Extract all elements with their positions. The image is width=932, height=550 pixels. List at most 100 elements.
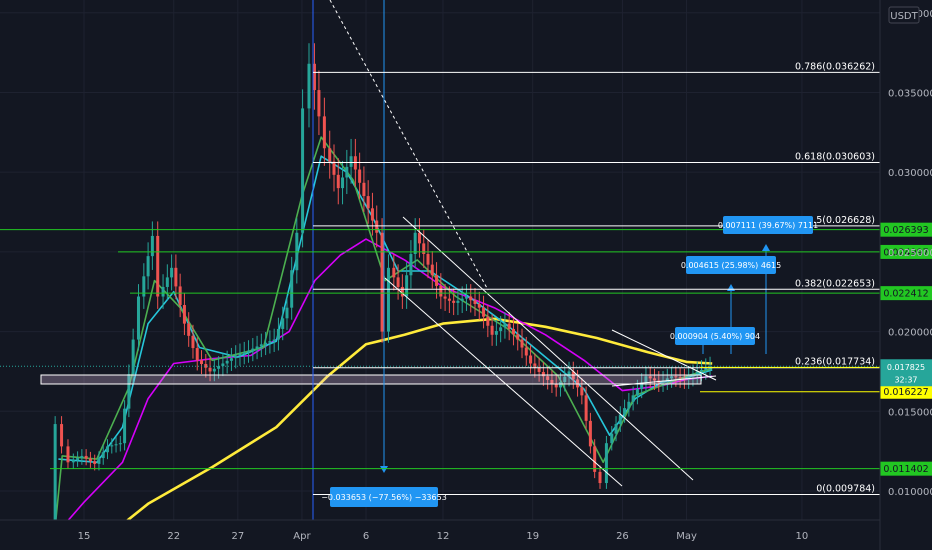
candle-body (516, 334, 520, 340)
candle-body (576, 379, 580, 388)
candle-body (665, 378, 669, 381)
candle-body (60, 424, 64, 447)
measure-arrow-down (380, 466, 388, 473)
candle-body (567, 371, 571, 377)
candle-body (174, 267, 178, 287)
price-level-tag-text: 0.022412 (883, 289, 928, 300)
price-level-tag-text: 0.011402 (883, 464, 928, 475)
candle-body (400, 286, 404, 297)
candle-body (225, 360, 229, 364)
candle-body (499, 327, 503, 332)
candle-body (349, 156, 353, 167)
candle-body (635, 388, 639, 396)
candle-body (533, 363, 537, 368)
candle-body (156, 235, 160, 297)
candle-body (614, 424, 618, 434)
ma-line-2 (58, 155, 713, 464)
candle-body (358, 169, 362, 183)
candle-body (670, 376, 674, 379)
currency-label: USDT (890, 11, 918, 22)
candle-body (229, 358, 233, 361)
fib-level-label: 0.382(0.022653) (795, 278, 875, 289)
candle-body (317, 90, 321, 117)
horizontal-levels[interactable]: 0.0263930.0249970.0224120.0177520.016227… (0, 222, 932, 476)
candle-body (178, 286, 182, 306)
grid (0, 0, 880, 520)
x-tick-label: Apr (293, 531, 311, 542)
candle-body (507, 323, 511, 329)
candle-body (251, 348, 255, 351)
candle-body (268, 341, 272, 343)
candle-body (290, 270, 294, 308)
x-tick-label: 26 (616, 531, 629, 542)
candle-body (430, 264, 434, 276)
trend-line-dashed (329, 0, 489, 291)
x-axis-bg (0, 520, 932, 550)
candle-body (644, 376, 648, 383)
price-level-tag (880, 244, 932, 259)
x-tick-label: 19 (526, 531, 539, 542)
candle-body (80, 455, 84, 459)
fib-level-label: 0.786(0.036262) (795, 61, 875, 72)
candle-body (276, 328, 280, 340)
candle-body (422, 243, 426, 255)
candle-body (503, 323, 507, 328)
candle-body (618, 414, 622, 425)
candle-body (477, 303, 481, 308)
candle-body (234, 355, 238, 359)
currency-badge[interactable] (888, 6, 920, 24)
candle-body (345, 166, 349, 178)
price-level-tag-text: 0.026393 (883, 225, 928, 236)
candle-body (131, 339, 135, 375)
candle-body (375, 220, 379, 233)
fib-level-label: 0.5(0.026628) (807, 215, 875, 226)
measurement-labels: −0.033653 (−77.56%) −33653 0.000904 (5.40… (321, 216, 818, 507)
price-level-tag (880, 461, 932, 476)
candle-body (272, 339, 276, 342)
candle-body (204, 364, 208, 368)
candle-body (200, 360, 204, 365)
candle-body (191, 335, 195, 349)
price-level-tag-text: 0.016227 (883, 387, 928, 398)
price-level-tag (880, 222, 932, 237)
candle-body (165, 277, 169, 287)
candle-body (469, 296, 473, 301)
candle-body (142, 276, 146, 297)
price-series (53, 43, 712, 550)
candle-body (687, 376, 691, 380)
channel-line-lower (384, 277, 623, 487)
fibonacci-retracement[interactable]: 0.786(0.036262) 0.618(0.030603) 0.5(0.0266… (313, 61, 880, 495)
candle-body (285, 307, 289, 319)
ma-line-0 (89, 317, 713, 550)
candle-body (439, 285, 443, 297)
candle-body (127, 374, 131, 409)
candle-body (217, 366, 221, 369)
candle-body (460, 298, 464, 301)
candle-body (366, 196, 370, 209)
candle-body (405, 275, 409, 297)
y-tick-label: 0.020000 (888, 328, 932, 339)
candle-body (208, 367, 212, 372)
candle-body (490, 325, 494, 335)
candle-body (221, 363, 225, 367)
candle-body (486, 316, 490, 326)
candle-body (187, 323, 191, 336)
candle-body (380, 232, 384, 332)
candle-body (146, 256, 150, 277)
measure-label-text: 0.004615 (25.98%) 4615 (681, 261, 781, 270)
candle-body (652, 378, 656, 381)
candle-body (307, 63, 311, 109)
y-tick-label: 0.015000 (888, 407, 932, 418)
candle-body (563, 376, 567, 383)
y-tick-label: 0.030000 (888, 168, 932, 179)
candle-body (417, 232, 421, 244)
candle-body (631, 395, 635, 402)
price-level-tag (880, 286, 932, 301)
candle-body (114, 444, 118, 446)
candle-body (136, 296, 140, 340)
x-tick-label: 15 (78, 531, 91, 542)
triangle-line-lower (611, 375, 717, 387)
fib-level-label: 0.618(0.030603) (795, 152, 875, 163)
measure-label-text: 0.007111 (39.67%) 7111 (718, 221, 818, 230)
